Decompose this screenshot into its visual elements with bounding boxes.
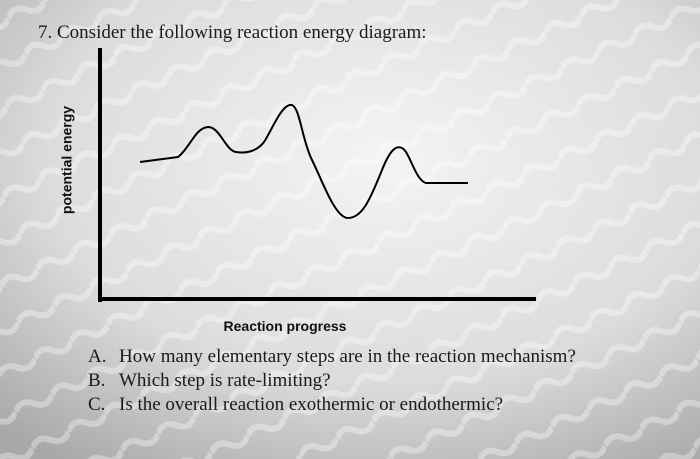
question-text: How many elementary steps are in the rea…	[119, 346, 576, 367]
y-axis-label: potential energy	[59, 106, 75, 214]
question-letter: C.	[88, 394, 105, 415]
question-letter: B.	[88, 370, 105, 391]
x-axis-label: Reaction progress	[224, 318, 347, 334]
question-letter: A.	[88, 346, 106, 367]
question-text: Which step is rate-limiting?	[119, 370, 331, 391]
question-title: 7. Consider the following reaction energ…	[38, 22, 427, 43]
energy-curve	[139, 104, 468, 220]
question-text: Is the overall reaction exothermic or en…	[119, 394, 503, 415]
